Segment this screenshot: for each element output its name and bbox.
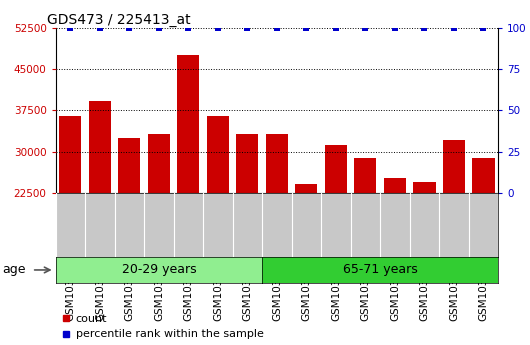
Point (361, 25, 370, 30)
Bar (355, 158, 376, 193)
Point (184, 25, 193, 30)
Bar (236, 134, 259, 193)
Bar (118, 138, 140, 193)
Point (302, 25, 311, 30)
Point (420, 25, 429, 30)
Point (479, 25, 488, 30)
Text: 65-71 years: 65-71 years (343, 264, 418, 276)
Point (450, 25, 458, 30)
Bar (443, 140, 465, 193)
Point (391, 25, 399, 30)
Bar (89, 101, 111, 193)
Point (66, 25, 75, 30)
Bar (325, 145, 347, 193)
Point (273, 25, 281, 30)
Point (96, 25, 104, 30)
Bar (295, 184, 317, 193)
Point (155, 25, 163, 30)
Bar (266, 134, 288, 193)
Bar (472, 158, 494, 193)
Bar (413, 182, 436, 193)
Bar (178, 55, 199, 193)
Legend: count, percentile rank within the sample: count, percentile rank within the sample (61, 314, 263, 339)
Point (214, 25, 222, 30)
Bar (384, 178, 406, 193)
Text: age: age (3, 264, 26, 276)
Text: GDS473 / 225413_at: GDS473 / 225413_at (47, 12, 190, 27)
Point (243, 25, 252, 30)
Bar (148, 134, 170, 193)
Point (332, 25, 340, 30)
Text: 20-29 years: 20-29 years (121, 264, 196, 276)
Bar (59, 116, 82, 193)
Bar (207, 116, 229, 193)
Point (125, 25, 134, 30)
